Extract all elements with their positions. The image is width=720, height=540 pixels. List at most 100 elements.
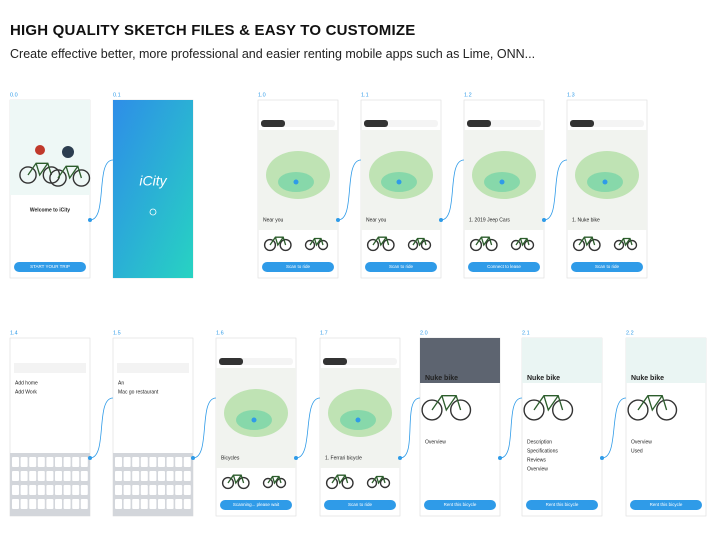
key (183, 485, 191, 495)
detail-bg (420, 338, 500, 383)
screen-label: 1.3 (567, 92, 575, 98)
screen-text: Description (527, 439, 552, 445)
key (175, 457, 183, 467)
screen-label: 2.0 (420, 330, 428, 336)
button-label: Rent this bicycle (444, 502, 477, 507)
flow-connector (399, 397, 421, 459)
button-label: Scanning... please wait (233, 502, 280, 507)
key (63, 471, 71, 481)
bike-wheel (275, 477, 287, 489)
phone-screen: 0.0 Welcome to iCity START YOUR TRIP (9, 92, 91, 279)
map-pin (251, 417, 257, 423)
bike-frame (267, 475, 282, 485)
flow-dot (542, 218, 546, 222)
key (12, 485, 19, 495)
bike-frame (27, 162, 53, 177)
bike-wheel (627, 399, 649, 421)
screen-text: Overview (631, 439, 652, 445)
screen-text: 1. Ferrari bicycle (325, 455, 362, 461)
key (37, 457, 45, 467)
bike-frame (371, 475, 386, 485)
tab-active (364, 120, 388, 127)
key (175, 499, 183, 509)
phone-screen: 1.6 Bicycles Scanning... please wait (215, 330, 297, 517)
bike-wheel (325, 476, 339, 490)
flow-connector (192, 397, 217, 459)
bike-wheel (382, 238, 395, 252)
bike-frame (618, 237, 633, 247)
flow-dot (88, 456, 92, 460)
bike-frame (578, 236, 596, 247)
button-label: Scan to ride (595, 264, 620, 269)
splash-bg (113, 100, 193, 278)
key (123, 471, 131, 481)
key (175, 485, 183, 495)
key (63, 499, 71, 509)
key (166, 457, 174, 467)
key (123, 485, 131, 495)
screen-label: 1.4 (10, 330, 18, 336)
flow-connector (499, 397, 523, 459)
primary-button[interactable] (424, 500, 496, 510)
bike-frame (431, 395, 462, 412)
flow-connector (89, 397, 114, 459)
tab-active (323, 358, 347, 365)
primary-button[interactable] (526, 500, 598, 510)
bike-frame (227, 474, 245, 485)
bike-wheel (379, 477, 391, 489)
bike-frame (533, 395, 564, 412)
key (20, 499, 28, 509)
button-label: Scan to ride (286, 264, 311, 269)
bike-wheel (366, 477, 378, 489)
key (166, 485, 174, 495)
bike-wheel (485, 238, 498, 252)
primary-button[interactable] (14, 262, 86, 272)
key (132, 499, 140, 509)
screen-text: 1. Nuke bike (572, 217, 600, 223)
button-label: Rent this bicycle (650, 502, 683, 507)
phone-screen: 2.2 Nuke bike Overview Used Rent this bicycl… (625, 330, 707, 517)
flow-connector (295, 397, 321, 459)
bike-wheel (613, 239, 625, 251)
primary-button[interactable] (468, 262, 540, 272)
key (20, 471, 28, 481)
key (158, 485, 165, 495)
key (115, 499, 122, 509)
key (46, 499, 54, 509)
screen-label: 1.6 (216, 330, 224, 336)
phone-screen: 1.4 Add home Add Work (9, 330, 91, 517)
phone-screen: 1.1 Near you Scan to ride (360, 92, 442, 279)
bike-wheel (469, 238, 483, 252)
key (20, 457, 28, 467)
button-label: Connect to lease (487, 264, 521, 269)
flow-connector (440, 159, 465, 221)
phone-screen: 1.2 1. 2019 Jeep Cars Connect to lease (463, 92, 545, 279)
key (183, 457, 191, 467)
button-label: START YOUR TRIP (30, 264, 70, 269)
bike-frame (637, 395, 668, 412)
screen-label: 1.0 (258, 92, 266, 98)
screen-text: Nuke bike (425, 375, 458, 382)
screen-text: Used (631, 448, 643, 454)
key (175, 471, 183, 481)
key (12, 471, 19, 481)
primary-button[interactable] (220, 500, 292, 510)
key (37, 499, 45, 509)
key (55, 485, 62, 495)
map-pin (396, 179, 402, 185)
bike-frame (57, 165, 83, 180)
primary-button[interactable] (630, 500, 702, 510)
map-pin (602, 179, 608, 185)
primary-button[interactable] (365, 262, 437, 272)
primary-button[interactable] (324, 500, 396, 510)
screen-label: 1.7 (320, 330, 328, 336)
key (80, 499, 88, 509)
bike-wheel (523, 239, 535, 251)
key (132, 457, 140, 467)
key (55, 499, 62, 509)
primary-button[interactable] (571, 262, 643, 272)
bike-wheel (421, 399, 443, 421)
primary-button[interactable] (262, 262, 334, 272)
key (149, 485, 157, 495)
